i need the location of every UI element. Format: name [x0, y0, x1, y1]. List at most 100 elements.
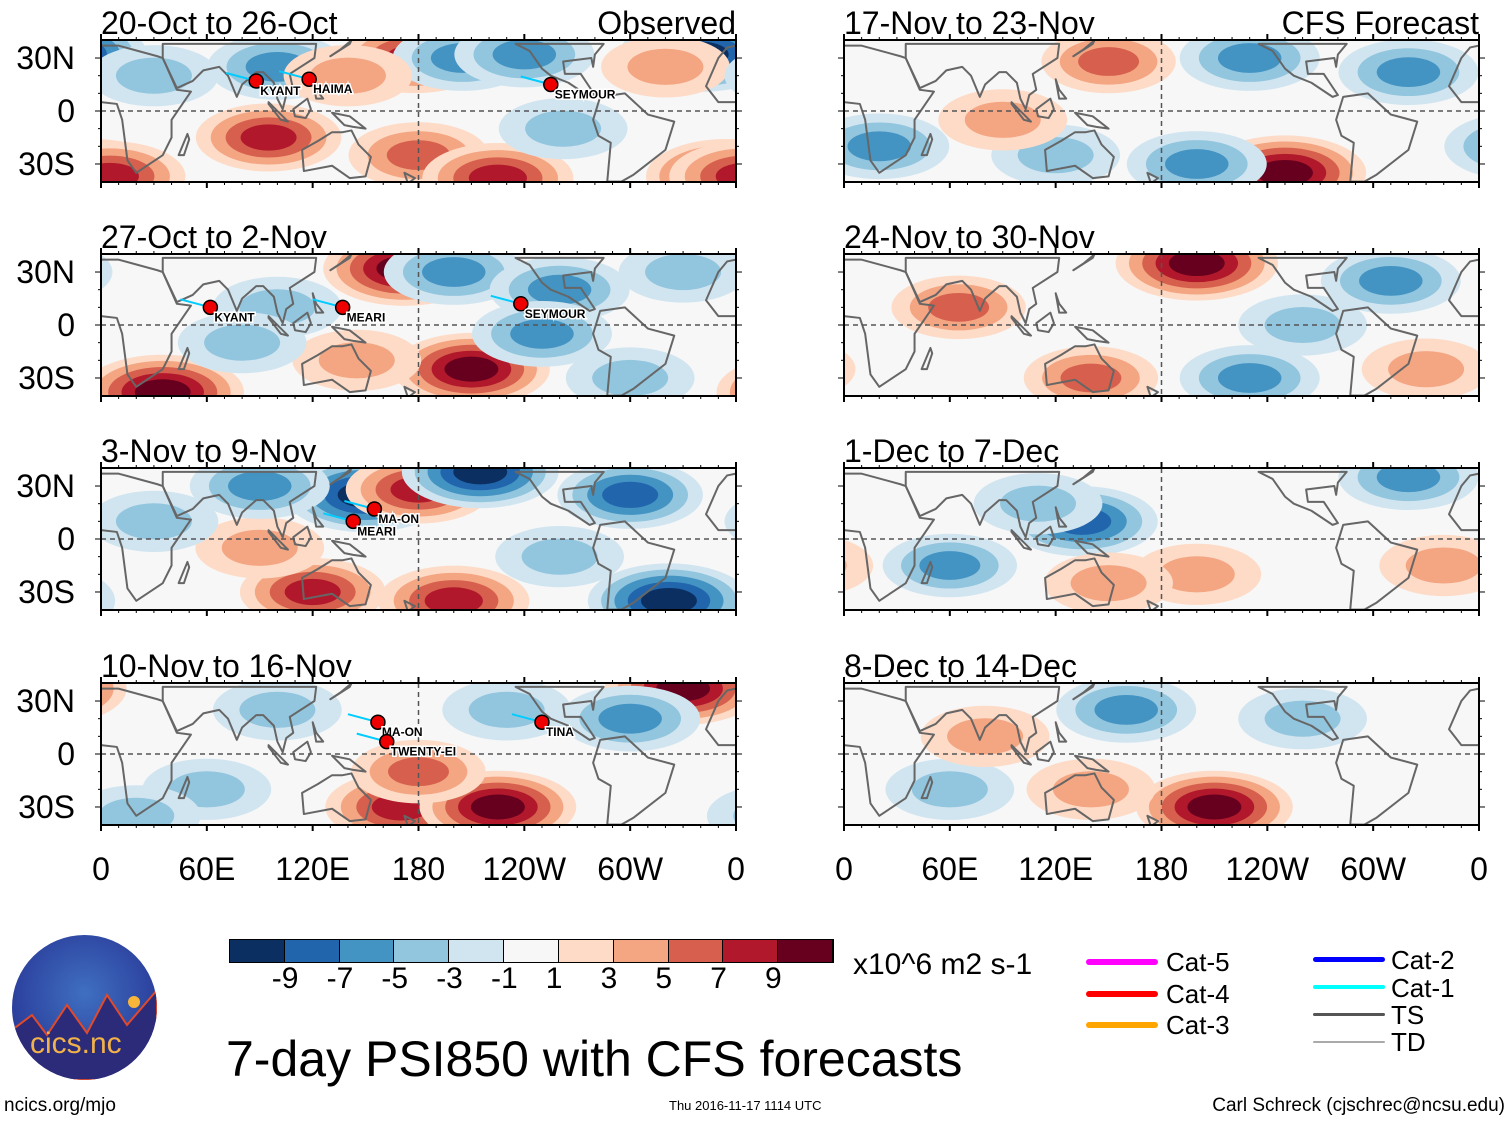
coastline: [267, 101, 289, 123]
lat-tick-label: 0: [57, 736, 75, 772]
anomaly-contour: [1483, 131, 1510, 161]
coastline: [1054, 721, 1068, 743]
coastline: [292, 311, 312, 334]
anomaly-contour: [1444, 117, 1479, 175]
anomaly-contour: [602, 481, 659, 508]
anomaly-contour: [101, 254, 113, 290]
anomaly-contour: [1257, 159, 1313, 182]
coastline: [161, 470, 318, 539]
site-link[interactable]: ncics.org/mjo: [4, 1095, 116, 1116]
coastline: [331, 539, 367, 558]
anomaly-contour: [388, 757, 449, 787]
coastline: [1074, 754, 1110, 773]
coastline: [1010, 744, 1032, 766]
coastline: [1074, 325, 1110, 344]
coastline: [1035, 311, 1055, 334]
anomaly-contour: [733, 809, 736, 823]
anomaly-contour: [1187, 794, 1242, 820]
coastline: [301, 557, 372, 608]
coastline: [1054, 506, 1068, 528]
colorbar-tick-label: -1: [491, 962, 518, 995]
coastline: [1257, 256, 1348, 312]
coastline: [1335, 306, 1419, 396]
anomaly-contour: [1217, 363, 1282, 393]
coastline: [161, 685, 318, 754]
coastline: [1044, 129, 1115, 180]
storm-label: KYANT: [214, 310, 255, 324]
anomaly-contour: [1168, 254, 1225, 277]
storm-label: SEYMOUR: [555, 88, 616, 102]
coastline: [592, 520, 676, 610]
anomaly-contour: [101, 579, 116, 610]
lon-tick-label: 120W: [1226, 851, 1310, 887]
coastline: [267, 315, 289, 337]
psi-field: [742, 40, 1510, 182]
hurricane-icon: [534, 714, 550, 730]
anomaly-contour: [729, 379, 736, 396]
legend-label: Cat-4: [1166, 979, 1230, 1009]
psi-field: [101, 468, 827, 610]
colorbar-swatch: [284, 940, 340, 962]
storm-label: HAIMA: [313, 82, 353, 96]
panel-title: 27-Oct to 2-Nov: [101, 219, 327, 255]
coastline: [1146, 814, 1159, 825]
hurricane-icon: [513, 296, 529, 312]
coastline: [592, 306, 676, 396]
coastline: [311, 721, 325, 743]
legend-label: Cat-3: [1166, 1010, 1230, 1040]
anomaly-contour: [527, 274, 592, 305]
lon-tick-label: 60E: [178, 851, 235, 887]
coastline: [904, 42, 1061, 111]
anomaly-contour: [742, 57, 805, 87]
coastline: [1448, 472, 1479, 532]
map-panel: 8-Dec to 14-Dec 0 60E 120E 180 120W 60W 0: [835, 648, 1488, 887]
anomaly-contour: [1376, 468, 1441, 493]
anomaly-contour: [753, 351, 829, 387]
panel-title: 3-Nov to 9-Nov: [101, 433, 316, 469]
panel-title: 1-Dec to 7-Dec: [844, 433, 1059, 469]
anomaly-contour: [1388, 351, 1465, 388]
coastline: [705, 687, 736, 747]
anomaly-contour: [444, 356, 499, 382]
hurricane-icon: [248, 73, 264, 89]
anomaly-contour: [422, 257, 486, 287]
coastline: [1257, 470, 1348, 526]
coastline: [177, 775, 191, 800]
coastline: [904, 470, 1061, 539]
anomaly-contour: [627, 48, 704, 85]
colorbar-tick-label: -9: [271, 962, 299, 995]
coastline: [403, 814, 416, 825]
anomaly-contour: [751, 503, 827, 539]
hurricane-icon: [345, 513, 361, 530]
lon-tick-label: 120E: [275, 851, 350, 887]
lat-tick-label: 30N: [16, 254, 75, 290]
map-panels: 20-Oct to 26-Oct Observed 30N 0 30S KYANT HAIM…: [16, 5, 1510, 887]
anomaly-contour: [284, 578, 341, 606]
storm-label: SEYMOUR: [525, 307, 586, 321]
anomaly-contour: [470, 794, 525, 820]
anomaly-contour: [1158, 556, 1235, 593]
coastline: [177, 132, 191, 157]
anomaly-contour: [453, 468, 508, 485]
anomaly-contour: [844, 539, 874, 592]
coastline: [514, 42, 605, 98]
coastline: [403, 171, 416, 182]
anomaly-contour: [228, 471, 292, 501]
coastline: [177, 560, 191, 585]
panel-title: 24-Nov to 30-Nov: [844, 219, 1095, 255]
anomaly-contour: [724, 58, 736, 94]
anomaly-contour: [592, 359, 669, 396]
colorbar-tick-label: -5: [381, 962, 409, 995]
map-panel: 24-Nov to 30-Nov: [753, 219, 1485, 402]
anomaly-contour: [1000, 485, 1077, 522]
storm-label: KYANT: [260, 84, 301, 98]
hurricane-icon: [202, 299, 219, 316]
anomaly-contour: [239, 691, 316, 728]
anomaly-contour: [134, 379, 191, 396]
anomaly-contour: [844, 558, 847, 573]
anomaly-contour: [911, 771, 988, 808]
coastline: [1335, 520, 1419, 610]
coastline: [920, 560, 934, 585]
coastline: [1335, 735, 1419, 825]
legend-line-cat4: [1086, 991, 1158, 997]
